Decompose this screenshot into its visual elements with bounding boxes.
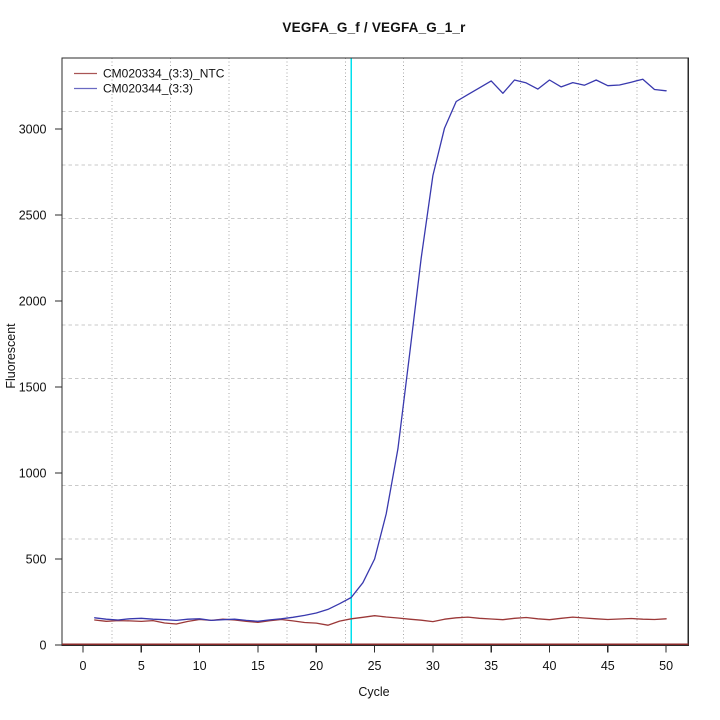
x-tick-label: 45 [601,659,615,673]
axis-ticks [55,128,667,653]
vertical-gridlines [111,58,638,646]
x-tick-label: 5 [138,659,145,673]
x-tick-label: 25 [368,659,382,673]
x-tick-label: 20 [309,659,323,673]
horizontal-gridlines [62,110,689,593]
axis-tick-labels: 0 5 10 15 20 25 30 35 40 45 5005001000150020002500… [19,122,673,673]
sample-curve [94,78,667,622]
y-tick-label: 500 [26,552,47,566]
x-tick-label: 35 [484,659,498,673]
y-tick-label: 2000 [19,294,47,308]
x-tick-label: 30 [426,659,440,673]
chart-title: VEGFA_G_f / VEGFA_G_1_r [282,20,466,35]
y-tick-label: 1500 [19,380,47,394]
x-tick-label: 10 [193,659,207,673]
ntc-curve [94,615,667,626]
legend-label-sample: CM020344_(3:3) [103,82,193,96]
y-tick-label: 2500 [19,208,47,222]
legend-label-ntc: CM020334_(3:3)_NTC [103,67,225,81]
y-axis-label: Fluorescent [4,323,18,389]
y-tick-label: 3000 [19,122,47,136]
x-tick-label: 50 [659,659,673,673]
y-tick-label: 1000 [19,466,47,480]
x-tick-label: 0 [80,659,87,673]
legend: CM020334_(3:3)_NTC CM020344_(3:3) [74,67,225,96]
x-tick-label: 40 [543,659,557,673]
x-axis-label: Cycle [358,685,389,699]
x-tick-label: 15 [251,659,265,673]
y-tick-label: 0 [40,638,47,652]
amplification-curves [94,78,667,626]
